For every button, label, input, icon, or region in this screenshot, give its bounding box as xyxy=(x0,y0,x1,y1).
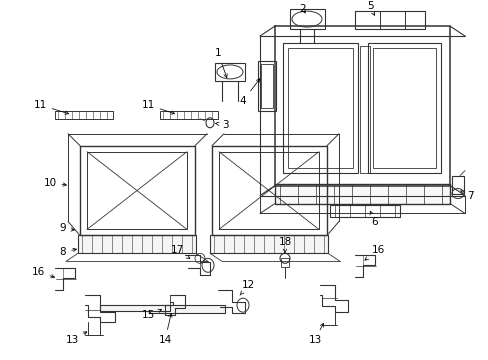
Text: 14: 14 xyxy=(158,314,172,345)
Bar xyxy=(55,111,113,119)
Text: 12: 12 xyxy=(240,280,254,295)
Bar xyxy=(354,11,424,29)
Text: 7: 7 xyxy=(460,190,472,201)
Text: 17: 17 xyxy=(170,246,189,258)
Bar xyxy=(258,61,275,111)
Bar xyxy=(451,176,463,194)
Bar xyxy=(78,235,196,253)
Text: 1: 1 xyxy=(214,48,227,77)
Text: 8: 8 xyxy=(60,247,76,257)
Text: 4: 4 xyxy=(239,79,259,106)
Bar xyxy=(87,152,186,229)
Text: 10: 10 xyxy=(43,177,66,188)
Bar xyxy=(283,43,357,172)
Text: 9: 9 xyxy=(60,224,74,233)
Bar xyxy=(261,64,272,108)
Text: 11: 11 xyxy=(141,100,174,114)
Bar xyxy=(287,48,352,168)
Bar xyxy=(219,152,318,229)
Text: 13: 13 xyxy=(65,332,87,345)
Text: 16: 16 xyxy=(31,267,54,278)
Bar xyxy=(359,46,369,172)
Text: 15: 15 xyxy=(141,309,162,320)
Bar xyxy=(289,9,325,29)
Bar xyxy=(274,184,449,203)
Text: 11: 11 xyxy=(33,100,68,114)
Text: 13: 13 xyxy=(308,323,323,345)
Bar xyxy=(160,111,218,119)
Bar xyxy=(150,305,224,313)
Bar xyxy=(209,235,327,253)
Bar xyxy=(215,63,244,81)
Bar xyxy=(329,206,399,217)
Text: 5: 5 xyxy=(366,1,374,15)
Bar xyxy=(372,48,435,168)
Text: 3: 3 xyxy=(215,120,228,130)
Bar xyxy=(281,258,288,267)
Bar xyxy=(367,43,440,172)
Text: 18: 18 xyxy=(278,237,291,253)
Text: 16: 16 xyxy=(364,246,384,260)
Text: 2: 2 xyxy=(299,4,305,14)
Text: 6: 6 xyxy=(369,211,378,228)
Bar xyxy=(100,305,170,311)
